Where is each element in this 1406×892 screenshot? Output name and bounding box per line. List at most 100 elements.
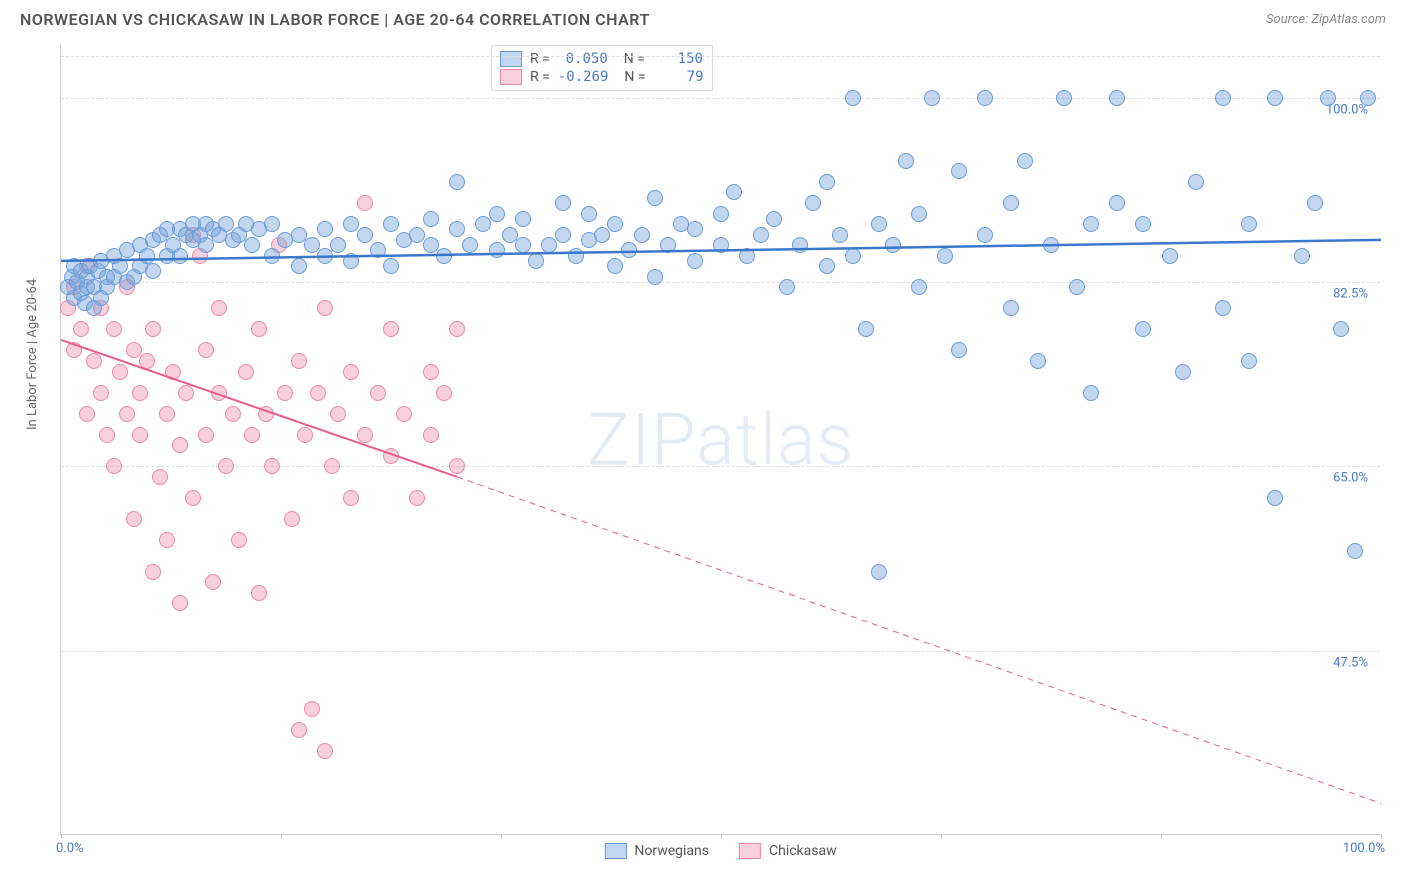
data-point xyxy=(225,406,241,422)
gridline xyxy=(61,651,1380,652)
stats-row-norwegians: R = 0.050 N = 150 xyxy=(500,50,704,68)
data-point xyxy=(231,532,247,548)
data-point xyxy=(238,364,254,380)
data-point xyxy=(819,174,835,190)
data-point xyxy=(621,242,637,258)
data-point xyxy=(726,184,742,200)
data-point xyxy=(687,253,703,269)
data-point xyxy=(449,321,465,337)
data-point xyxy=(885,237,901,253)
data-point xyxy=(159,532,175,548)
chart-title: NORWEGIAN VS CHICKASAW IN LABOR FORCE | … xyxy=(20,10,650,29)
data-point xyxy=(1109,90,1125,106)
data-point xyxy=(1267,90,1283,106)
data-point xyxy=(132,427,148,443)
data-point xyxy=(172,437,188,453)
data-point xyxy=(1188,174,1204,190)
data-point xyxy=(436,248,452,264)
data-point xyxy=(291,722,307,738)
swatch-chickasaw xyxy=(500,69,522,85)
y-tick-label: 47.5% xyxy=(1333,655,1368,670)
data-point xyxy=(251,321,267,337)
data-point xyxy=(106,321,122,337)
data-point xyxy=(99,427,115,443)
data-point xyxy=(647,190,663,206)
data-point xyxy=(370,242,386,258)
data-point xyxy=(515,211,531,227)
data-point xyxy=(753,227,769,243)
data-point xyxy=(330,406,346,422)
gridline xyxy=(61,466,1380,467)
y-tick-label: 82.5% xyxy=(1333,287,1368,302)
stats-row-chickasaw: R = -0.269 N = 79 xyxy=(500,68,704,86)
data-point xyxy=(1017,153,1033,169)
data-point xyxy=(1215,300,1231,316)
swatch-norwegians-icon xyxy=(604,843,626,859)
data-point xyxy=(198,427,214,443)
data-point xyxy=(489,242,505,258)
data-point xyxy=(1083,385,1099,401)
data-point xyxy=(1241,353,1257,369)
swatch-norwegians xyxy=(500,51,522,67)
data-point xyxy=(1003,300,1019,316)
data-point xyxy=(112,364,128,380)
data-point xyxy=(93,385,109,401)
data-point xyxy=(1003,195,1019,211)
correlation-stats-box: R = 0.050 N = 150 R = -0.269 N = 79 xyxy=(491,45,713,91)
data-point xyxy=(805,195,821,211)
data-point xyxy=(634,227,650,243)
data-point xyxy=(713,237,729,253)
data-point xyxy=(205,574,221,590)
data-point xyxy=(541,237,557,253)
data-point xyxy=(436,385,452,401)
data-point xyxy=(1307,195,1323,211)
data-point xyxy=(244,427,260,443)
data-point xyxy=(845,90,861,106)
data-point xyxy=(449,458,465,474)
legend-item-norwegians: Norwegians xyxy=(604,843,709,859)
data-point xyxy=(172,595,188,611)
data-point xyxy=(779,279,795,295)
data-point xyxy=(977,227,993,243)
data-point xyxy=(178,385,194,401)
data-point xyxy=(819,258,835,274)
data-point xyxy=(739,248,755,264)
data-point xyxy=(145,564,161,580)
data-point xyxy=(1267,490,1283,506)
data-point xyxy=(1294,248,1310,264)
x-axis-max-label: 100.0% xyxy=(1343,841,1385,856)
data-point xyxy=(607,216,623,232)
data-point xyxy=(264,458,280,474)
data-point xyxy=(687,221,703,237)
data-point xyxy=(198,342,214,358)
data-point xyxy=(165,364,181,380)
data-point xyxy=(647,269,663,285)
data-point xyxy=(1162,248,1178,264)
data-point xyxy=(244,237,260,253)
data-point xyxy=(951,342,967,358)
data-point xyxy=(660,237,676,253)
data-point xyxy=(152,469,168,485)
data-point xyxy=(132,385,148,401)
data-point xyxy=(357,227,373,243)
data-point xyxy=(185,490,201,506)
data-point xyxy=(475,216,491,232)
data-point xyxy=(792,237,808,253)
data-point xyxy=(409,490,425,506)
data-point xyxy=(119,406,135,422)
data-point xyxy=(357,427,373,443)
data-point xyxy=(159,406,175,422)
data-point xyxy=(139,248,155,264)
gridline xyxy=(61,98,1380,99)
data-point xyxy=(383,258,399,274)
data-point xyxy=(317,221,333,237)
watermark: ZIPatlas xyxy=(587,397,854,482)
data-point xyxy=(911,206,927,222)
data-point xyxy=(581,206,597,222)
data-point xyxy=(555,227,571,243)
data-point xyxy=(291,353,307,369)
data-point xyxy=(79,406,95,422)
data-point xyxy=(396,406,412,422)
data-point xyxy=(317,300,333,316)
data-point xyxy=(1215,90,1231,106)
